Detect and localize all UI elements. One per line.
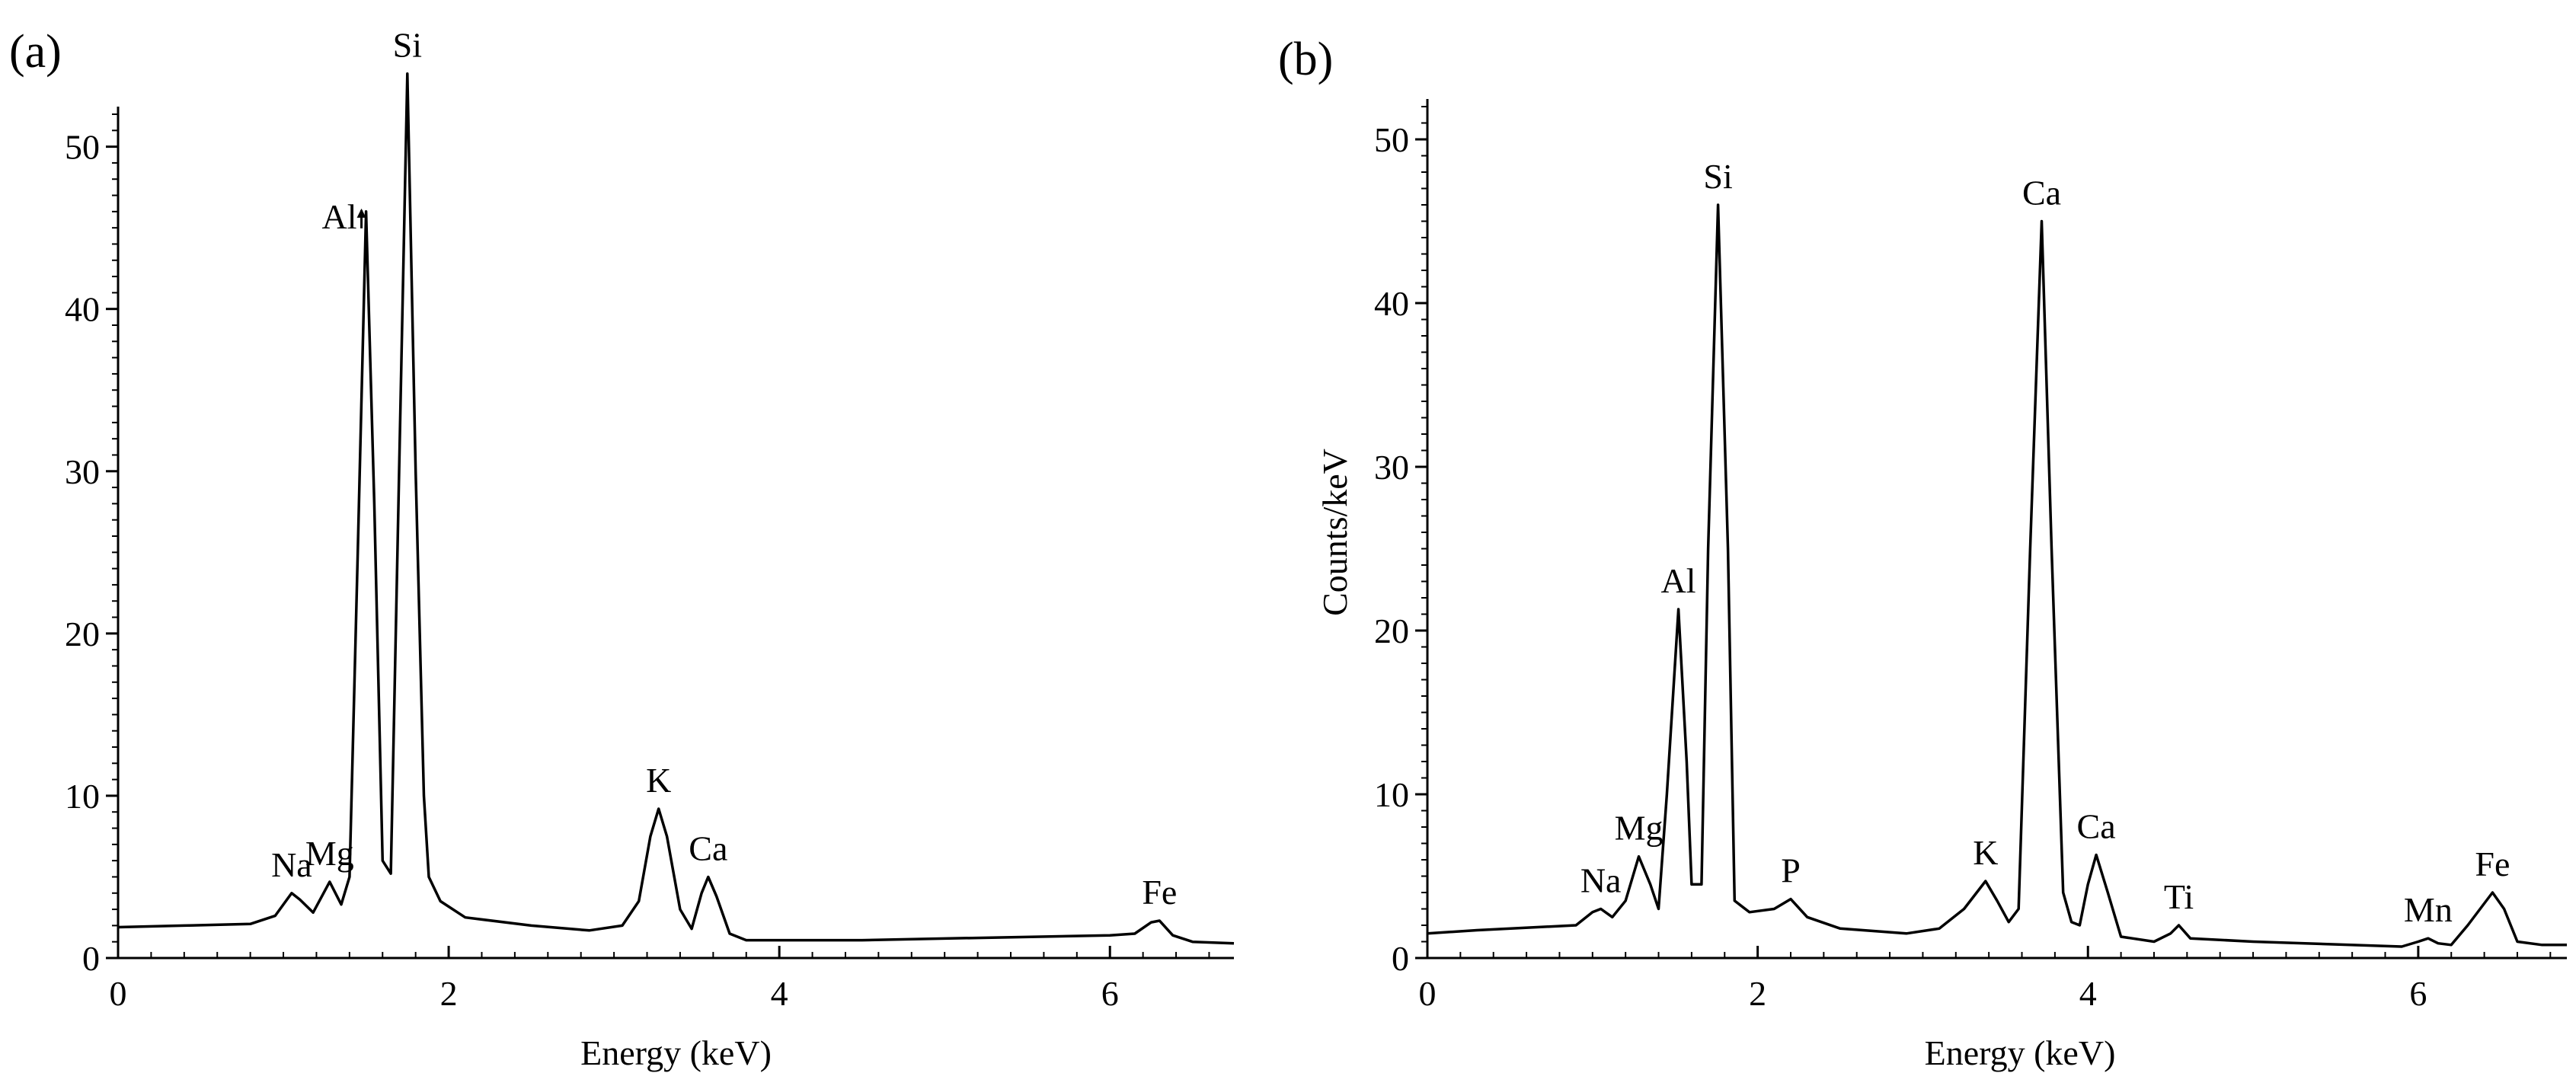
peak-label: Si — [1703, 157, 1732, 196]
peak-label: Ti — [2164, 877, 2194, 916]
peak-label: Fe — [2475, 845, 2510, 883]
x-tick-label: 6 — [1101, 974, 1119, 1013]
y-axis-title: Counts/keV — [1315, 449, 1354, 616]
peak-label: Mg — [1615, 809, 1664, 848]
al-arrow-head — [356, 208, 366, 218]
y-tick-label: 10 — [1374, 775, 1409, 814]
peak-label: Ca — [2077, 807, 2116, 846]
panel-label: (b) — [1278, 34, 1333, 85]
x-tick-label: 0 — [110, 974, 127, 1013]
peak-label: K — [646, 761, 671, 800]
y-tick-label: 20 — [1374, 612, 1409, 650]
peak-label: Ca — [689, 829, 727, 867]
x-tick-label: 6 — [2409, 974, 2427, 1013]
x-axis-title: Energy (keV) — [1925, 1033, 2116, 1072]
x-tick-label: 2 — [440, 974, 458, 1013]
peak-label: Al — [1661, 561, 1696, 600]
y-tick-label: 20 — [65, 615, 100, 653]
spectrum-series-line — [1427, 203, 2567, 948]
chart-b-svg: (b) 0 10 20 30 40 50 0 2 4 6 Energy (keV) Counts/keV… — [1278, 34, 2567, 1072]
peak-label: Mg — [305, 834, 354, 873]
peak-label: Na — [271, 845, 312, 884]
peak-label: Ca — [2022, 174, 2061, 212]
x-tick-label: 4 — [771, 974, 788, 1013]
peak-label: Na — [1580, 861, 1622, 900]
chart-panel-a: (a) 0 10 20 30 40 50 0 2 4 6 Energy (keV) Na Mg Al Si K C… — [0, 0, 1257, 1089]
panel-label: (a) — [9, 26, 62, 78]
y-tick-label: 30 — [1374, 448, 1409, 487]
x-tick-label: 2 — [1749, 974, 1766, 1013]
peak-label: Al — [322, 197, 357, 236]
y-tick-label: 10 — [65, 777, 100, 816]
peak-label: Fe — [1142, 873, 1177, 912]
y-tick-label: 40 — [1374, 284, 1409, 323]
x-tick-label: 0 — [1419, 974, 1437, 1013]
peak-label: P — [1781, 851, 1801, 890]
y-tick-label: 40 — [65, 290, 100, 329]
peak-label: K — [1973, 833, 1998, 872]
y-tick-label: 50 — [65, 128, 100, 167]
chart-panel-b: (b) 0 10 20 30 40 50 0 2 4 6 Energy (keV) Counts/keV… — [1257, 0, 2576, 1089]
y-tick-label: 0 — [1392, 939, 1409, 978]
y-tick-label: 0 — [82, 939, 100, 978]
y-tick-label: 50 — [1374, 120, 1409, 159]
x-tick-label: 4 — [2079, 974, 2097, 1013]
y-tick-label: 30 — [65, 452, 100, 491]
x-axis-title: Energy (keV) — [580, 1033, 772, 1072]
spectrum-series-line — [117, 72, 1235, 945]
peak-label: Si — [393, 26, 422, 65]
peak-label: Mn — [2404, 890, 2453, 929]
